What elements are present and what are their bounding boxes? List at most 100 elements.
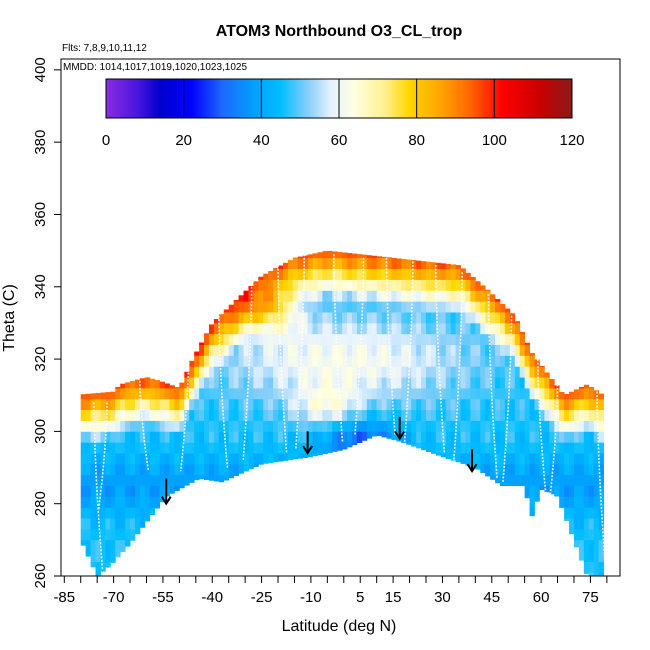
heatmap-cell	[475, 322, 481, 335]
heatmap-cell	[332, 268, 338, 280]
heatmap-cell	[268, 355, 274, 367]
heatmap-cell	[100, 561, 106, 572]
heatmap-cell	[194, 409, 200, 421]
arrow-head	[466, 463, 478, 474]
heatmap-cell	[263, 420, 269, 432]
heatmap-cell	[504, 474, 511, 487]
heatmap-cell	[174, 420, 180, 432]
heatmap-cell	[164, 453, 170, 465]
heatmap-cell	[509, 442, 516, 454]
heatmap-cell	[243, 312, 249, 324]
heatmap-cell	[391, 268, 397, 280]
heatmap-cell	[524, 431, 530, 443]
heatmap-cell	[322, 453, 328, 455]
heatmap-cell	[529, 398, 535, 411]
heatmap-cell	[455, 453, 461, 463]
heatmap-cell	[282, 409, 289, 421]
heatmap-cell	[337, 420, 343, 432]
heatmap-cell	[189, 453, 195, 465]
heatmap-cell	[184, 420, 190, 432]
x-axis-label: Latitude (deg N)	[282, 618, 397, 635]
heatmap-cell	[263, 366, 269, 378]
heatmap-cell	[312, 312, 318, 324]
heatmap-cell	[322, 344, 328, 356]
heatmap-cell	[514, 377, 521, 389]
heatmap-cell	[598, 518, 604, 530]
heatmap-cell	[258, 442, 264, 454]
heatmap-cell	[159, 463, 165, 476]
heatmap-cell	[440, 312, 447, 324]
heatmap-cell	[583, 431, 590, 443]
heatmap-cell	[273, 268, 279, 270]
heatmap-cell	[386, 431, 392, 439]
heatmap-cell	[194, 355, 200, 367]
heatmap-cell	[598, 442, 604, 454]
heatmap-cell	[583, 485, 590, 497]
heatmap-cell	[583, 550, 590, 562]
heatmap-cell	[465, 453, 471, 465]
heatmap-cell	[490, 344, 496, 356]
heatmap-cell	[524, 388, 530, 400]
heatmap-cell	[174, 431, 180, 443]
heatmap-cell	[125, 398, 131, 411]
plot-frame	[60, 58, 621, 577]
y-tick-label: 360	[32, 202, 49, 227]
heatmap-cell	[233, 312, 239, 324]
heatmap-cell	[539, 388, 545, 400]
heatmap-cell	[312, 322, 318, 335]
heatmap-cell	[317, 279, 323, 291]
heatmap-cell	[110, 453, 116, 465]
heatmap-cell	[164, 485, 170, 497]
heatmap-cell	[213, 420, 220, 432]
heatmap-cell	[401, 355, 407, 367]
heatmap-cell	[460, 322, 466, 335]
heatmap-cell	[411, 322, 417, 335]
heatmap-cell	[100, 474, 106, 487]
heatmap-cell	[573, 442, 580, 454]
colorbar-tick-label: 60	[331, 132, 348, 149]
heatmap-cell	[356, 431, 363, 443]
heatmap-cell	[509, 420, 516, 432]
heatmap-cell	[470, 322, 476, 335]
heatmap-cell	[401, 268, 407, 280]
heatmap-cell	[524, 344, 530, 356]
heatmap-cell	[253, 322, 259, 335]
heatmap-cell	[495, 474, 501, 484]
heatmap-cell	[218, 442, 225, 454]
heatmap-field	[80, 250, 604, 577]
heatmap-cell	[391, 312, 397, 324]
heatmap-cell	[253, 431, 259, 443]
heatmap-cell	[376, 257, 382, 270]
heatmap-cell	[549, 485, 555, 495]
heatmap-cell	[396, 301, 402, 313]
heatmap-cell	[179, 474, 185, 487]
heatmap-cell	[440, 268, 447, 280]
heatmap-cell	[573, 518, 580, 530]
heatmap-cell	[430, 312, 437, 324]
heatmap-cell	[391, 388, 397, 400]
heatmap-cell	[292, 355, 299, 367]
heatmap-cell	[445, 279, 452, 291]
heatmap-cell	[598, 550, 604, 562]
heatmap-cell	[504, 388, 511, 400]
heatmap-cell	[450, 322, 456, 335]
heatmap-cell	[297, 398, 304, 411]
heatmap-cell	[514, 431, 521, 443]
heatmap-cell	[386, 355, 392, 367]
heatmap-cell	[248, 388, 254, 400]
heatmap-cell	[366, 322, 373, 335]
heatmap-cell	[470, 409, 476, 421]
heatmap-cell	[223, 366, 230, 378]
heatmap-cell	[391, 366, 397, 378]
heatmap-cell	[337, 366, 343, 378]
heatmap-cell	[396, 312, 402, 324]
heatmap-cell	[421, 442, 427, 451]
heatmap-cell	[411, 442, 417, 447]
heatmap-cell	[569, 496, 575, 508]
heatmap-cell	[110, 442, 116, 454]
heatmap-cell	[352, 398, 358, 411]
heatmap-cell	[169, 385, 175, 389]
y-tick-label: 340	[32, 274, 49, 299]
heatmap-cell	[588, 474, 595, 487]
heatmap-cell	[248, 377, 254, 389]
